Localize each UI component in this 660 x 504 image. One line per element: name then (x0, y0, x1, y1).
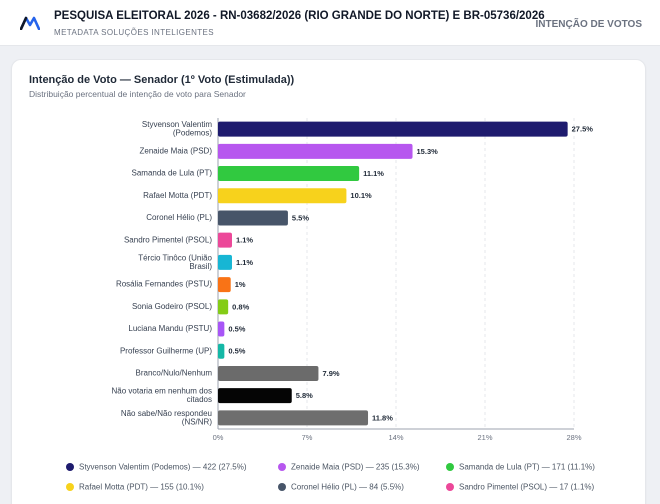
data-label: 0.5% (228, 325, 245, 334)
data-label: 11.1% (363, 169, 384, 178)
page-title: PESQUISA ELEITORAL 2026 - RN-03682/2026 … (54, 10, 545, 22)
y-tick-label: Zenaide Maia (PSD) (140, 146, 213, 155)
bar[interactable] (218, 121, 568, 137)
bar[interactable] (218, 388, 292, 404)
data-label: 1% (235, 280, 246, 289)
legend-label[interactable]: Coronel Hélio (PL) — 84 (5.5%) (291, 483, 404, 492)
bar-chart: 0% 7% 14% 21% 28% Styvenson Valentim (Podemos)… (66, 118, 595, 492)
legend-swatch[interactable] (278, 483, 286, 491)
bar[interactable] (218, 410, 369, 426)
data-label: 0.5% (228, 347, 245, 356)
legend-swatch[interactable] (66, 483, 74, 491)
legend-label[interactable]: Styvenson Valentim (Podemos) — 422 (27.5… (79, 463, 247, 472)
legend-label[interactable]: Zenaide Maia (PSD) — 235 (15.3%) (291, 463, 420, 472)
bar[interactable] (218, 210, 288, 226)
legend-swatch[interactable] (66, 463, 74, 471)
y-tick-label: Não sabe/Não respondeu (NS/NR) (121, 409, 213, 426)
legend-swatch[interactable] (278, 463, 286, 471)
chart-card: Intenção de Voto — Senador (1º Voto (Est… (11, 59, 646, 504)
y-tick-label: Branco/Nulo/Nenhum (136, 369, 213, 378)
legend-label[interactable]: Rafael Motta (PDT) — 155 (10.1%) (79, 483, 204, 492)
chart-title: Intenção de Voto — Senador (1º Voto (Est… (29, 74, 295, 86)
bar[interactable] (218, 166, 360, 182)
data-label: 5.8% (296, 391, 313, 400)
legend-label[interactable]: Samanda de Lula (PT) — 171 (11.1%) (459, 463, 595, 472)
legend-label[interactable]: Sandro Pimentel (PSOL) — 17 (1.1%) (459, 483, 595, 492)
y-tick-label: Professor Guilherme (UP) (120, 346, 212, 355)
bar[interactable] (218, 277, 231, 293)
y-tick-label: Não votaria em nenhum dos citados (112, 387, 213, 404)
data-label: 27.5% (572, 125, 594, 134)
bar[interactable] (218, 232, 232, 248)
section-label: INTENÇÃO DE VOTOS (535, 19, 643, 30)
bar[interactable] (218, 299, 229, 315)
bar[interactable] (218, 343, 225, 359)
data-label: 5.5% (292, 213, 309, 222)
y-tick-label: Samanda de Lula (PT) (132, 169, 213, 178)
y-tick-label: Rosália Fernandes (PSTU) (116, 280, 212, 289)
bar[interactable] (218, 365, 319, 381)
legend-swatch[interactable] (446, 483, 454, 491)
y-tick-label: Tércio Tinôco (União Brasil) (138, 254, 212, 271)
legend-swatch[interactable] (446, 463, 454, 471)
data-label: 7.9% (322, 369, 339, 378)
bar[interactable] (218, 321, 225, 337)
top-bar: PESQUISA ELEITORAL 2026 - RN-03682/2026 … (0, 0, 660, 46)
chart-subtitle: Distribuição percentual de intenção de v… (29, 89, 246, 99)
y-tick-label: Sonia Godeiro (PSOL) (132, 302, 212, 311)
x-tick-label: 21% (477, 433, 492, 442)
bar[interactable] (218, 143, 413, 159)
data-label: 10.1% (350, 191, 372, 200)
x-tick-label: 28% (566, 433, 581, 442)
y-tick-label: Rafael Motta (PDT) (143, 191, 212, 200)
y-tick-label: Coronel Hélio (PL) (146, 213, 212, 222)
bar[interactable] (218, 188, 347, 204)
y-tick-label: Sandro Pimentel (PSOL) (124, 235, 212, 244)
data-label: 1.1% (236, 236, 253, 245)
y-tick-label: Styvenson Valentim (Podemos) (142, 120, 212, 137)
x-tick-label: 7% (302, 433, 313, 442)
bar[interactable] (218, 254, 232, 270)
data-label: 15.3% (417, 147, 439, 156)
data-label: 1.1% (236, 258, 253, 267)
x-tick-label: 14% (388, 433, 403, 442)
data-label: 11.8% (372, 413, 393, 422)
y-tick-label: Luciana Mandu (PSTU) (128, 324, 212, 333)
page-subtitle: METADATA SOLUÇÕES INTELIGENTES (54, 28, 215, 37)
metadata-logo-icon (20, 16, 40, 30)
data-label: 0.8% (232, 302, 249, 311)
x-tick-label: 0% (213, 433, 224, 442)
